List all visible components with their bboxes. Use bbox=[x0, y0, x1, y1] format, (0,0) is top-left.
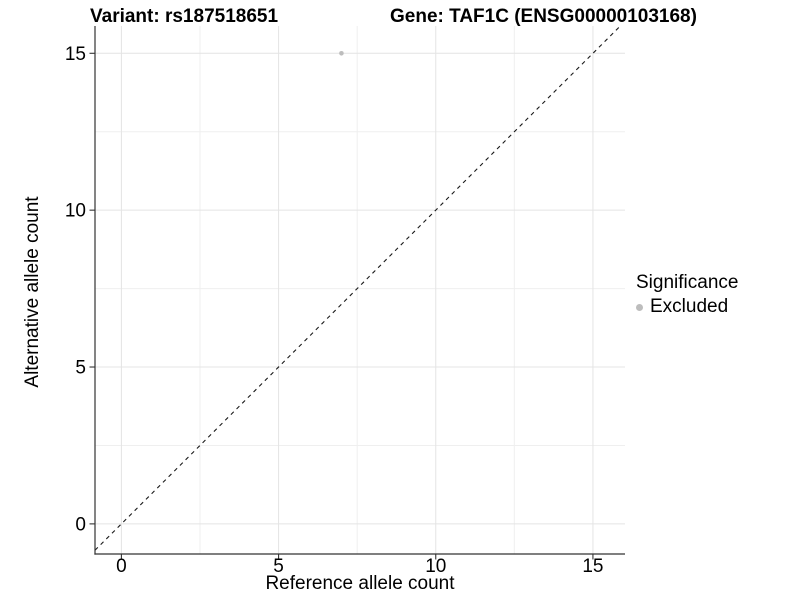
y-tick-label: 10 bbox=[65, 201, 86, 222]
data-point bbox=[339, 50, 344, 56]
legend-point-icon bbox=[636, 303, 643, 311]
legend-item-label: Excluded bbox=[650, 296, 729, 317]
legend-title: Significance bbox=[636, 272, 739, 293]
x-tick-label: 10 bbox=[425, 556, 446, 577]
legend: Significance Excluded bbox=[636, 272, 738, 318]
y-tick-label: 0 bbox=[75, 514, 86, 535]
identity-line bbox=[94, 25, 621, 551]
x-tick-label: 5 bbox=[273, 556, 284, 577]
y-tick-label: 5 bbox=[75, 358, 86, 379]
x-tick-label: 15 bbox=[582, 556, 603, 577]
y-tick-label: 15 bbox=[65, 44, 86, 65]
legend-item-excluded: Excluded bbox=[636, 296, 738, 318]
plot-title-variant: Variant: rs187518651 bbox=[90, 6, 279, 27]
x-axis-title: Reference allele count bbox=[265, 573, 455, 594]
x-tick-label: 0 bbox=[116, 556, 127, 577]
plot-title-gene: Gene: TAF1C (ENSG00000103168) bbox=[390, 6, 697, 27]
